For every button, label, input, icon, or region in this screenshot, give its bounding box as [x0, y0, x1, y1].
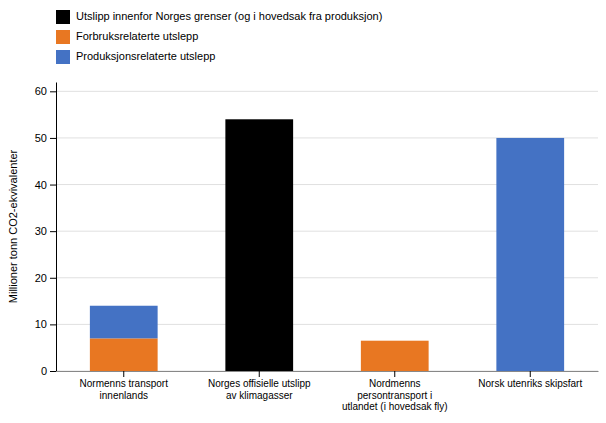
y-tick-mark [50, 278, 56, 279]
x-tick-label: Normenns transportinnenlands [80, 378, 169, 401]
y-tick-label: 30 [35, 225, 47, 237]
y-tick-mark [50, 185, 56, 186]
x-tick: Norsk utenriks skipsfart [478, 371, 582, 389]
legend-label: Utslipp innenfor Norges grenser (og i ho… [76, 10, 382, 22]
legend-swatch [56, 50, 70, 64]
y-tick-label: 60 [35, 85, 47, 97]
y-tick-mark [50, 231, 56, 232]
x-tick: Normenns transportinnenlands [80, 371, 169, 401]
bar-segment [90, 338, 158, 371]
y-tick: 40 [35, 179, 56, 191]
y-tick: 10 [35, 318, 56, 330]
x-axis: Normenns transportinnenlands Norges offis… [57, 371, 599, 412]
bars [90, 119, 564, 371]
bar-segment [225, 119, 293, 120]
y-tick-mark [50, 138, 56, 139]
legend-item: Forbruksrelaterte utslepp [56, 30, 198, 44]
y-tick-label: 0 [41, 365, 47, 377]
y-tick-mark [50, 91, 56, 92]
y-tick: 0 [41, 365, 56, 377]
legend-label: Forbruksrelaterte utslepp [76, 30, 198, 42]
bar-segment [496, 138, 564, 371]
y-axis-line [56, 83, 57, 372]
series [225, 119, 293, 371]
bar-segment [361, 340, 429, 341]
legend-item: Utslipp innenfor Norges grenser (og i ho… [56, 10, 382, 24]
bar-segment [361, 341, 429, 371]
x-tick-mark [123, 371, 124, 377]
y-tick-label: 10 [35, 318, 47, 330]
y-tick-mark [50, 371, 56, 372]
x-tick-mark [394, 371, 395, 377]
y-tick-label: 40 [35, 179, 47, 191]
bar-segment [90, 306, 158, 339]
x-tick-label: Norges offisielle utslippav klimagasser [208, 378, 311, 401]
legend-swatch [56, 10, 70, 24]
y-tick: 30 [35, 225, 56, 237]
x-tick: Nordmennspersontransport iutlandet (i ho… [342, 371, 448, 412]
x-tick-mark [530, 371, 531, 377]
y-axis-title: Millioner tonn CO2-ekvivalenter [7, 149, 19, 303]
grid [56, 91, 598, 371]
y-tick-mark [50, 324, 56, 325]
y-tick: 60 [35, 85, 56, 97]
y-tick-label: 50 [35, 132, 47, 144]
y-tick-label: 20 [35, 272, 47, 284]
legend-label: Produksjonsrelaterte utslepp [76, 50, 215, 62]
x-tick-mark [259, 371, 260, 377]
y-tick: 50 [35, 132, 56, 144]
y-tick: 20 [35, 272, 56, 284]
grid-line [56, 91, 598, 92]
y-axis: 0 10 20 30 40 50 60 [35, 83, 57, 378]
x-tick-label: Nordmennspersontransport iutlandet (i ho… [342, 378, 448, 412]
chart: 0 10 20 30 40 50 60 Normenns transportinnenland… [0, 0, 606, 423]
legend: Utslipp innenfor Norges grenser (og i ho… [56, 10, 382, 64]
x-axis-line [57, 371, 599, 372]
x-tick-label: Norsk utenriks skipsfart [478, 378, 582, 389]
plot: 0 10 20 30 40 50 60 Normenns transportinnenland… [35, 83, 599, 413]
series [90, 338, 429, 371]
bar-segment [225, 119, 293, 120]
legend-item: Produksjonsrelaterte utslepp [56, 50, 215, 64]
legend-swatch [56, 30, 70, 44]
bar-segment [225, 119, 293, 371]
series [90, 138, 564, 371]
x-tick: Norges offisielle utslippav klimagasser [208, 371, 311, 401]
